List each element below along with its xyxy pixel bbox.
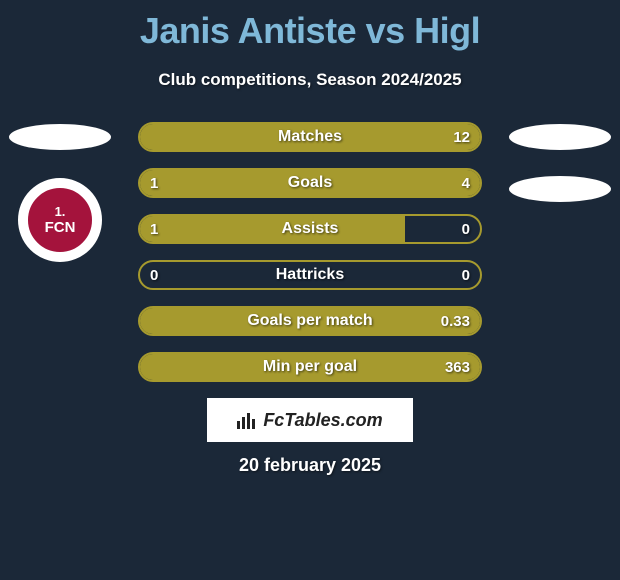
page-title: Janis Antiste vs Higl (0, 0, 620, 52)
stat-row: 1Goals4 (138, 168, 482, 198)
watermark: FcTables.com (207, 398, 413, 442)
subtitle: Club competitions, Season 2024/2025 (0, 70, 620, 90)
player-avatar-right-2 (509, 176, 611, 202)
stat-row: 0Hattricks0 (138, 260, 482, 290)
stat-label: Goals (140, 170, 480, 196)
club-badge-bottom-text: FCN (45, 220, 76, 235)
stat-value-right: 0.33 (441, 308, 470, 334)
stat-label: Min per goal (140, 354, 480, 380)
stat-row: Matches12 (138, 122, 482, 152)
date-text: 20 february 2025 (0, 455, 620, 476)
club-badge-top-text: 1. (55, 205, 66, 218)
stat-row: 1Assists0 (138, 214, 482, 244)
stat-value-right: 12 (453, 124, 470, 150)
club-badge-inner: 1. FCN (25, 185, 95, 255)
stat-row: Min per goal363 (138, 352, 482, 382)
stats-container: Matches121Goals41Assists00Hattricks0Goal… (138, 122, 482, 398)
stat-label: Hattricks (140, 262, 480, 288)
player-avatar-right (509, 124, 611, 150)
chart-icon (237, 411, 257, 429)
stat-label: Matches (140, 124, 480, 150)
player-avatar-left (9, 124, 111, 150)
club-badge: 1. FCN (18, 178, 102, 262)
stat-value-right: 363 (445, 354, 470, 380)
stat-label: Assists (140, 216, 480, 242)
stat-row: Goals per match0.33 (138, 306, 482, 336)
watermark-text: FcTables.com (263, 410, 382, 431)
stat-label: Goals per match (140, 308, 480, 334)
stat-value-right: 4 (462, 170, 470, 196)
stat-value-right: 0 (462, 262, 470, 288)
stat-value-right: 0 (462, 216, 470, 242)
